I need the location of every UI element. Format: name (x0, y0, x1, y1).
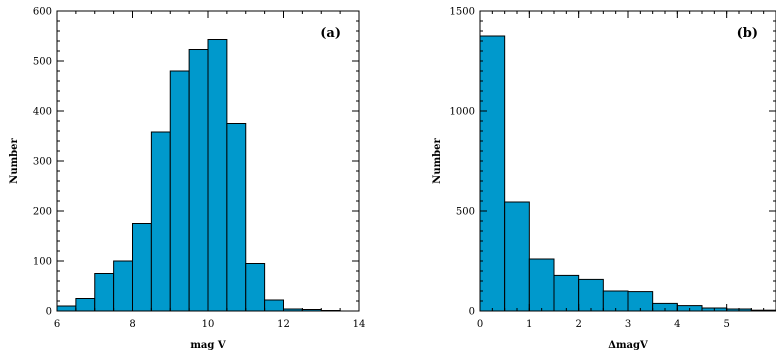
panel-b-y-axis-label: Number (432, 137, 443, 183)
panel-b-x-tick-label: 1 (526, 319, 532, 330)
panel-b-y-tick-label: 500 (456, 207, 475, 218)
panel-a-y-tick-label: 300 (33, 157, 52, 168)
panel-a-bar (56, 305, 77, 312)
panel-a-bar (75, 298, 96, 312)
panel-a-y-tick-label: 400 (33, 107, 52, 118)
panel-a-bar (150, 131, 171, 312)
panel-b-bar (553, 274, 580, 312)
panel-b-x-tick-label: 3 (625, 319, 631, 330)
panel-b-bar (479, 35, 506, 312)
panel-a-x-tick-label: 12 (277, 319, 290, 330)
panel-b-label: (b) (737, 26, 758, 41)
panel-b-bar (504, 201, 530, 312)
panel-a-y-axis-label: Number (9, 137, 20, 183)
panel-a-y-tick-label: 500 (33, 57, 52, 68)
panel-b-y-tick-label: 0 (469, 307, 475, 318)
panel-a-bar (264, 299, 284, 312)
panel-b-x-tick-label: 4 (674, 319, 680, 330)
panel-a-bar (94, 273, 115, 312)
panel-a-bar (169, 70, 190, 312)
panel-a-x-axis-label: mag V (190, 340, 226, 351)
panel-a-y-tick-label: 200 (33, 207, 52, 218)
panel-a-bar (113, 260, 133, 312)
panel-a-x-tick-label: 8 (129, 319, 135, 330)
panel-b-x-tick-label: 5 (723, 319, 729, 330)
panel-a-bar (245, 263, 266, 312)
histogram-panel-a: 6 8 10 12 14 0 100 200 300 400 500 600 mag V Number (a… (9, 7, 365, 352)
panel-a-bar (207, 39, 228, 312)
panel-a-x-tick-label: 10 (202, 319, 215, 330)
panel-b-x-tick-label: 0 (477, 319, 483, 330)
panel-a-y-tick-label: 600 (33, 7, 52, 18)
panel-b-bar (528, 258, 555, 312)
panel-a-y-tick-label: 0 (46, 307, 52, 318)
panel-b-bar (578, 278, 604, 312)
panel-a-y-tick-label: 100 (33, 257, 52, 268)
panel-a-x-tick-label: 6 (54, 319, 60, 330)
panel-b-y-tick-label: 1500 (450, 7, 475, 18)
panel-b-y-tick-label: 1000 (450, 107, 475, 118)
panel-b-x-tick-label: 2 (575, 319, 581, 330)
panel-b-x-axis-label: ΔmagV (608, 340, 648, 351)
panel-a-label: (a) (320, 26, 341, 41)
panel-a-bar (132, 223, 152, 312)
histogram-panel-b: 0 1 2 3 4 5 0 500 1000 1500 ΔmagV Number (b) (432, 7, 776, 351)
panel-a-x-tick-label: 14 (353, 319, 366, 330)
panel-a-bar (188, 49, 209, 312)
panel-a-bar (226, 123, 247, 312)
